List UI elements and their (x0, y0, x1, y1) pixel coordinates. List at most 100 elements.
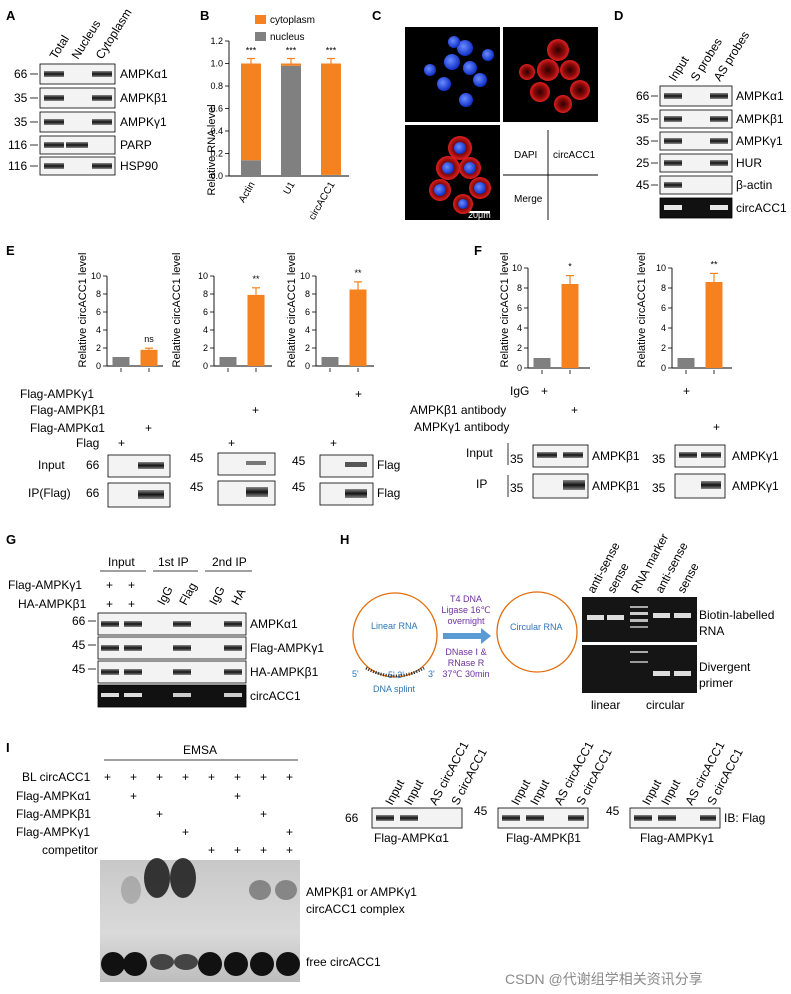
sig-f2: ** (710, 259, 718, 269)
svg-text:+: + (541, 384, 548, 398)
mw-a-4: 116 (8, 159, 27, 173)
cond-e-flag: Flag (76, 436, 99, 450)
row-d-2: AMPKγ1 (736, 134, 783, 148)
cond-f-igg: IgG (510, 384, 529, 398)
plus-g: + + + + (106, 578, 135, 611)
ytick-label-f1-3: 6 (517, 303, 522, 313)
mw-d-3: 25 (636, 156, 650, 170)
sig-b-1: *** (286, 46, 297, 56)
bands-g (101, 621, 242, 697)
blot-d-3 (659, 153, 733, 173)
row-d-1: AMPKβ1 (736, 112, 784, 126)
chart-e-2-ylabel: Relative circACC1 level (171, 253, 183, 368)
ytick-label-e3-0: 0 (305, 361, 310, 371)
arrow-icon (443, 628, 491, 644)
dna-splint-line (365, 666, 425, 678)
svg-text:+: + (118, 436, 125, 450)
blot-a-hsp90 (39, 156, 116, 176)
ytick-label-e1-3: 6 (96, 307, 101, 317)
pd2-mw: 45 (474, 804, 488, 818)
bar-e1-1 (140, 349, 158, 366)
gel-row-2: Divergent (699, 660, 751, 674)
mw-d-4: 45 (636, 178, 650, 192)
ytick-label-e2-1: 2 (203, 343, 208, 353)
linear-rna-label: Linear RNA (371, 621, 418, 631)
ytick-label-e2-3: 6 (203, 307, 208, 317)
mw-e-4: 45 (292, 454, 306, 468)
svg-text:+: + (286, 770, 293, 784)
legend-label-cytoplasm: cytoplasm (270, 15, 315, 26)
ytick-label-f1-2: 4 (517, 323, 522, 333)
svg-text:+: + (234, 789, 241, 803)
ytick-label-e1-4: 8 (96, 289, 101, 299)
row-g-1: Flag-AMPKγ1 (250, 641, 324, 655)
plus-f: + + + + (541, 384, 720, 434)
col-d-asprobes: AS probes (711, 29, 753, 84)
sig-e3: ** (354, 268, 362, 278)
blot-d-4 (659, 175, 733, 195)
protein-a-0: AMPKα1 (120, 67, 168, 81)
panel-c-letter: C (372, 8, 382, 23)
scalebar-text: 20μm (468, 210, 491, 220)
ytick-label-e2-5: 10 (198, 271, 208, 281)
cond-e-b1: Flag-AMPKβ1 (30, 403, 105, 417)
ytick-label-e2-4: 8 (203, 289, 208, 299)
pd1-name: Flag-AMPKα1 (374, 831, 449, 845)
bar-b-1-1 (281, 65, 301, 176)
ytick-label-b-1: 0.2 (210, 149, 223, 159)
blot-g-1 (97, 636, 247, 660)
protein-a-2: AMPKγ1 (120, 115, 167, 129)
step2-line1: DNase Ⅰ & (445, 647, 486, 657)
panel-g: G Input 1st IP 2nd IP IgG Flag IgG HA Fl… (6, 532, 324, 708)
ytick-label-e3-4: 8 (305, 289, 310, 299)
panel-b: B 0.0 0.2 0.4 0.6 0.8 1.0 1.2 *** Actin *** U1 *** c… (200, 8, 349, 222)
ytick-label-f2-3: 6 (661, 303, 666, 313)
pd2-name: Flag-AMPKβ1 (506, 831, 581, 845)
panel-b-letter: B (200, 8, 209, 23)
emsa-bands (101, 858, 300, 976)
bar-e1-0 (112, 357, 130, 366)
step2-line3: 37℃ 30min (442, 669, 489, 679)
sig-b-0: *** (246, 46, 257, 56)
ytick-label-e1-0: 0 (96, 361, 101, 371)
svg-text:+: + (208, 770, 215, 784)
panel-f-letter: F (474, 243, 482, 258)
legend-swatch-nucleus (255, 32, 266, 41)
chart-f-2: 0 2 4 6 8 10 ** (656, 259, 732, 374)
chart-e-3: 0 2 4 6 8 10 ** (300, 268, 374, 372)
emsa-label-2: free circACC1 (306, 955, 381, 969)
panel-a: A Total Nucleus Cytoplasm 66 35 35 116 1… (6, 6, 168, 176)
chart-b: 0.0 0.2 0.4 0.6 0.8 1.0 1.2 *** Actin *** U1 *** cir… (210, 36, 349, 222)
mw-d-0: 66 (636, 89, 650, 103)
col-g-igg2: IgG (206, 584, 227, 608)
step1-line3: overnight (447, 616, 485, 626)
gel-group-circular: circular (646, 698, 685, 712)
gel-group-linear: linear (591, 698, 620, 712)
xtick-label-b-0: Actin (237, 180, 258, 205)
pd3-name: Flag-AMPKγ1 (640, 831, 714, 845)
bands-a (44, 71, 112, 169)
end-3prime: 3' (428, 669, 435, 679)
svg-text:+: + (330, 436, 337, 450)
blot-a-ampka1 (39, 63, 116, 85)
gel-g-circacc1 (97, 684, 247, 708)
row-e-input: Input (38, 458, 65, 472)
panel-g-letter: G (6, 532, 16, 547)
row-e-ip: IP(Flag) (28, 486, 71, 500)
legend-merge: Merge (514, 194, 543, 205)
svg-text:+: + (128, 597, 135, 611)
row-f-input: Input (466, 446, 493, 460)
panel-e: E 0 2 4 6 8 10 ns 0 2 4 6 8 10 ** 0 2 4 6 8 10 ** Relative… (6, 243, 400, 508)
ytick-label-e1-2: 4 (96, 325, 101, 335)
col-label-cytoplasm: Cytoplasm (93, 6, 135, 61)
mw-f-0: 35 (510, 452, 524, 466)
panel-c: C 20μm DAPI circACC1 (372, 8, 598, 220)
legend-dapi: DAPI (514, 150, 537, 161)
bar-b-1-0 (281, 63, 301, 66)
ytick-label-f2-1: 2 (661, 343, 666, 353)
group-g-1stip: 1st IP (158, 555, 189, 569)
col-g-ha: HA (228, 586, 248, 607)
chart-e-2: 0 2 4 6 8 10 ** (198, 271, 272, 372)
cond-i-0: BL circACC1 (22, 770, 91, 784)
mw-e-5: 45 (292, 480, 306, 494)
